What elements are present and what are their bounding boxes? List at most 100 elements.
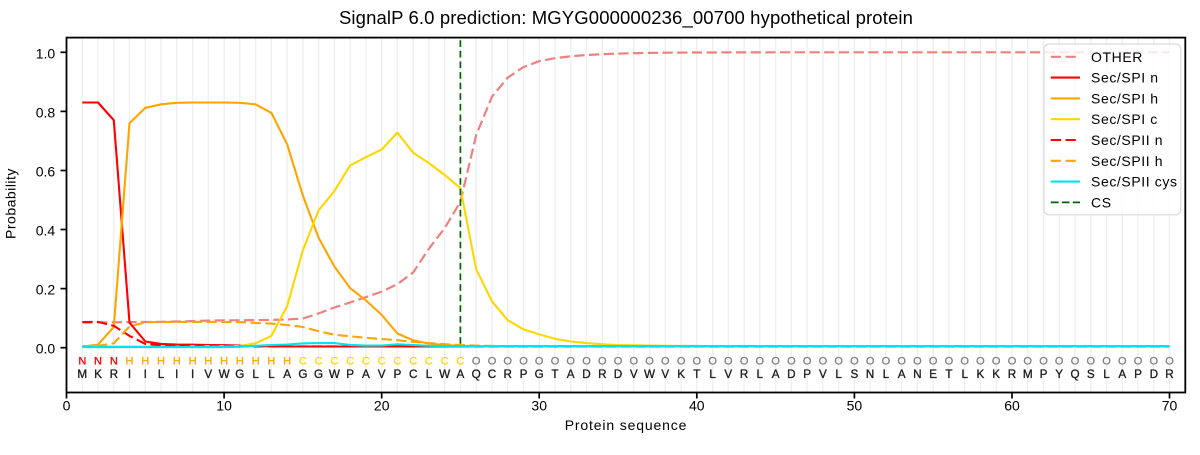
svg-text:W: W (644, 368, 655, 381)
svg-text:L: L (883, 368, 890, 381)
svg-text:Sec/SPI n: Sec/SPI n (1091, 70, 1159, 86)
svg-text:0.8: 0.8 (36, 104, 56, 120)
svg-text:L: L (757, 368, 764, 381)
svg-text:C: C (425, 356, 433, 368)
svg-text:O: O (1071, 356, 1080, 368)
svg-text:G: G (535, 368, 544, 381)
svg-text:I: I (191, 368, 194, 381)
svg-text:A: A (898, 368, 906, 381)
svg-text:O: O (866, 356, 875, 368)
svg-text:C: C (488, 368, 496, 381)
svg-text:O: O (535, 356, 544, 368)
svg-text:I: I (128, 368, 131, 381)
svg-text:V: V (204, 368, 212, 381)
svg-text:O: O (787, 356, 796, 368)
svg-text:O: O (708, 356, 717, 368)
svg-text:P: P (346, 368, 354, 381)
svg-text:O: O (897, 356, 906, 368)
svg-text:L: L (252, 368, 259, 381)
svg-text:C: C (362, 356, 370, 368)
svg-text:D: D (787, 368, 795, 381)
svg-text:P: P (1134, 368, 1142, 381)
svg-text:Sec/SPII n: Sec/SPII n (1091, 132, 1163, 148)
svg-text:O: O (945, 356, 954, 368)
svg-text:V: V (819, 368, 827, 381)
svg-text:H: H (220, 356, 228, 368)
svg-text:K: K (992, 368, 1000, 381)
svg-text:C: C (315, 356, 323, 368)
svg-text:O: O (582, 356, 591, 368)
svg-text:O: O (992, 356, 1001, 368)
svg-text:N: N (78, 356, 86, 368)
svg-text:W: W (219, 368, 230, 381)
svg-text:S: S (851, 368, 859, 381)
svg-text:P: P (803, 368, 811, 381)
svg-text:L: L (835, 368, 842, 381)
svg-text:H: H (126, 356, 134, 368)
svg-text:0.4: 0.4 (36, 223, 56, 239)
svg-text:L: L (709, 368, 716, 381)
svg-text:V: V (378, 368, 386, 381)
svg-text:L: L (426, 368, 433, 381)
svg-text:N: N (94, 356, 102, 368)
svg-text:R: R (110, 368, 118, 381)
svg-text:H: H (173, 356, 181, 368)
svg-text:O: O (472, 356, 481, 368)
svg-text:O: O (630, 356, 639, 368)
svg-text:T: T (551, 368, 558, 381)
svg-text:C: C (409, 356, 417, 368)
svg-text:N: N (110, 356, 118, 368)
svg-text:H: H (283, 356, 291, 368)
svg-text:O: O (614, 356, 623, 368)
svg-text:R: R (503, 368, 511, 381)
svg-text:O: O (850, 356, 859, 368)
svg-text:O: O (960, 356, 969, 368)
svg-text:O: O (1118, 356, 1127, 368)
svg-text:L: L (268, 368, 275, 381)
svg-text:C: C (330, 356, 338, 368)
svg-text:0.2: 0.2 (36, 282, 56, 298)
svg-text:50: 50 (847, 398, 863, 414)
svg-text:A: A (362, 368, 370, 381)
svg-text:Q: Q (1070, 368, 1079, 381)
svg-text:O: O (740, 356, 749, 368)
svg-text:N: N (866, 368, 874, 381)
svg-text:C: C (456, 356, 464, 368)
svg-text:T: T (693, 368, 700, 381)
svg-text:O: O (693, 356, 702, 368)
svg-text:D: D (1150, 368, 1158, 381)
svg-text:N: N (913, 368, 921, 381)
svg-text:A: A (1118, 368, 1126, 381)
svg-text:P: P (520, 368, 528, 381)
svg-text:Probability: Probability (3, 168, 19, 239)
svg-text:C: C (346, 356, 354, 368)
svg-text:O: O (677, 356, 686, 368)
svg-text:O: O (551, 356, 560, 368)
svg-text:O: O (929, 356, 938, 368)
svg-text:O: O (1055, 356, 1064, 368)
svg-text:O: O (1134, 356, 1143, 368)
svg-text:M: M (1023, 368, 1033, 381)
svg-text:O: O (566, 356, 575, 368)
svg-text:T: T (945, 368, 952, 381)
svg-text:1.0: 1.0 (36, 45, 56, 61)
svg-text:O: O (1102, 356, 1111, 368)
svg-text:H: H (141, 356, 149, 368)
svg-text:V: V (724, 368, 732, 381)
svg-text:OTHER: OTHER (1091, 49, 1143, 65)
svg-text:0.6: 0.6 (36, 164, 56, 180)
svg-text:O: O (724, 356, 733, 368)
svg-text:C: C (441, 356, 449, 368)
svg-text:H: H (252, 356, 260, 368)
svg-text:A: A (283, 368, 291, 381)
svg-text:O: O (661, 356, 670, 368)
svg-text:60: 60 (1004, 398, 1020, 414)
svg-text:G: G (298, 368, 307, 381)
svg-text:O: O (976, 356, 985, 368)
svg-text:A: A (772, 368, 780, 381)
svg-text:G: G (235, 368, 244, 381)
svg-text:R: R (598, 368, 606, 381)
svg-text:0: 0 (63, 398, 71, 414)
svg-text:L: L (1103, 368, 1110, 381)
svg-text:30: 30 (531, 398, 547, 414)
